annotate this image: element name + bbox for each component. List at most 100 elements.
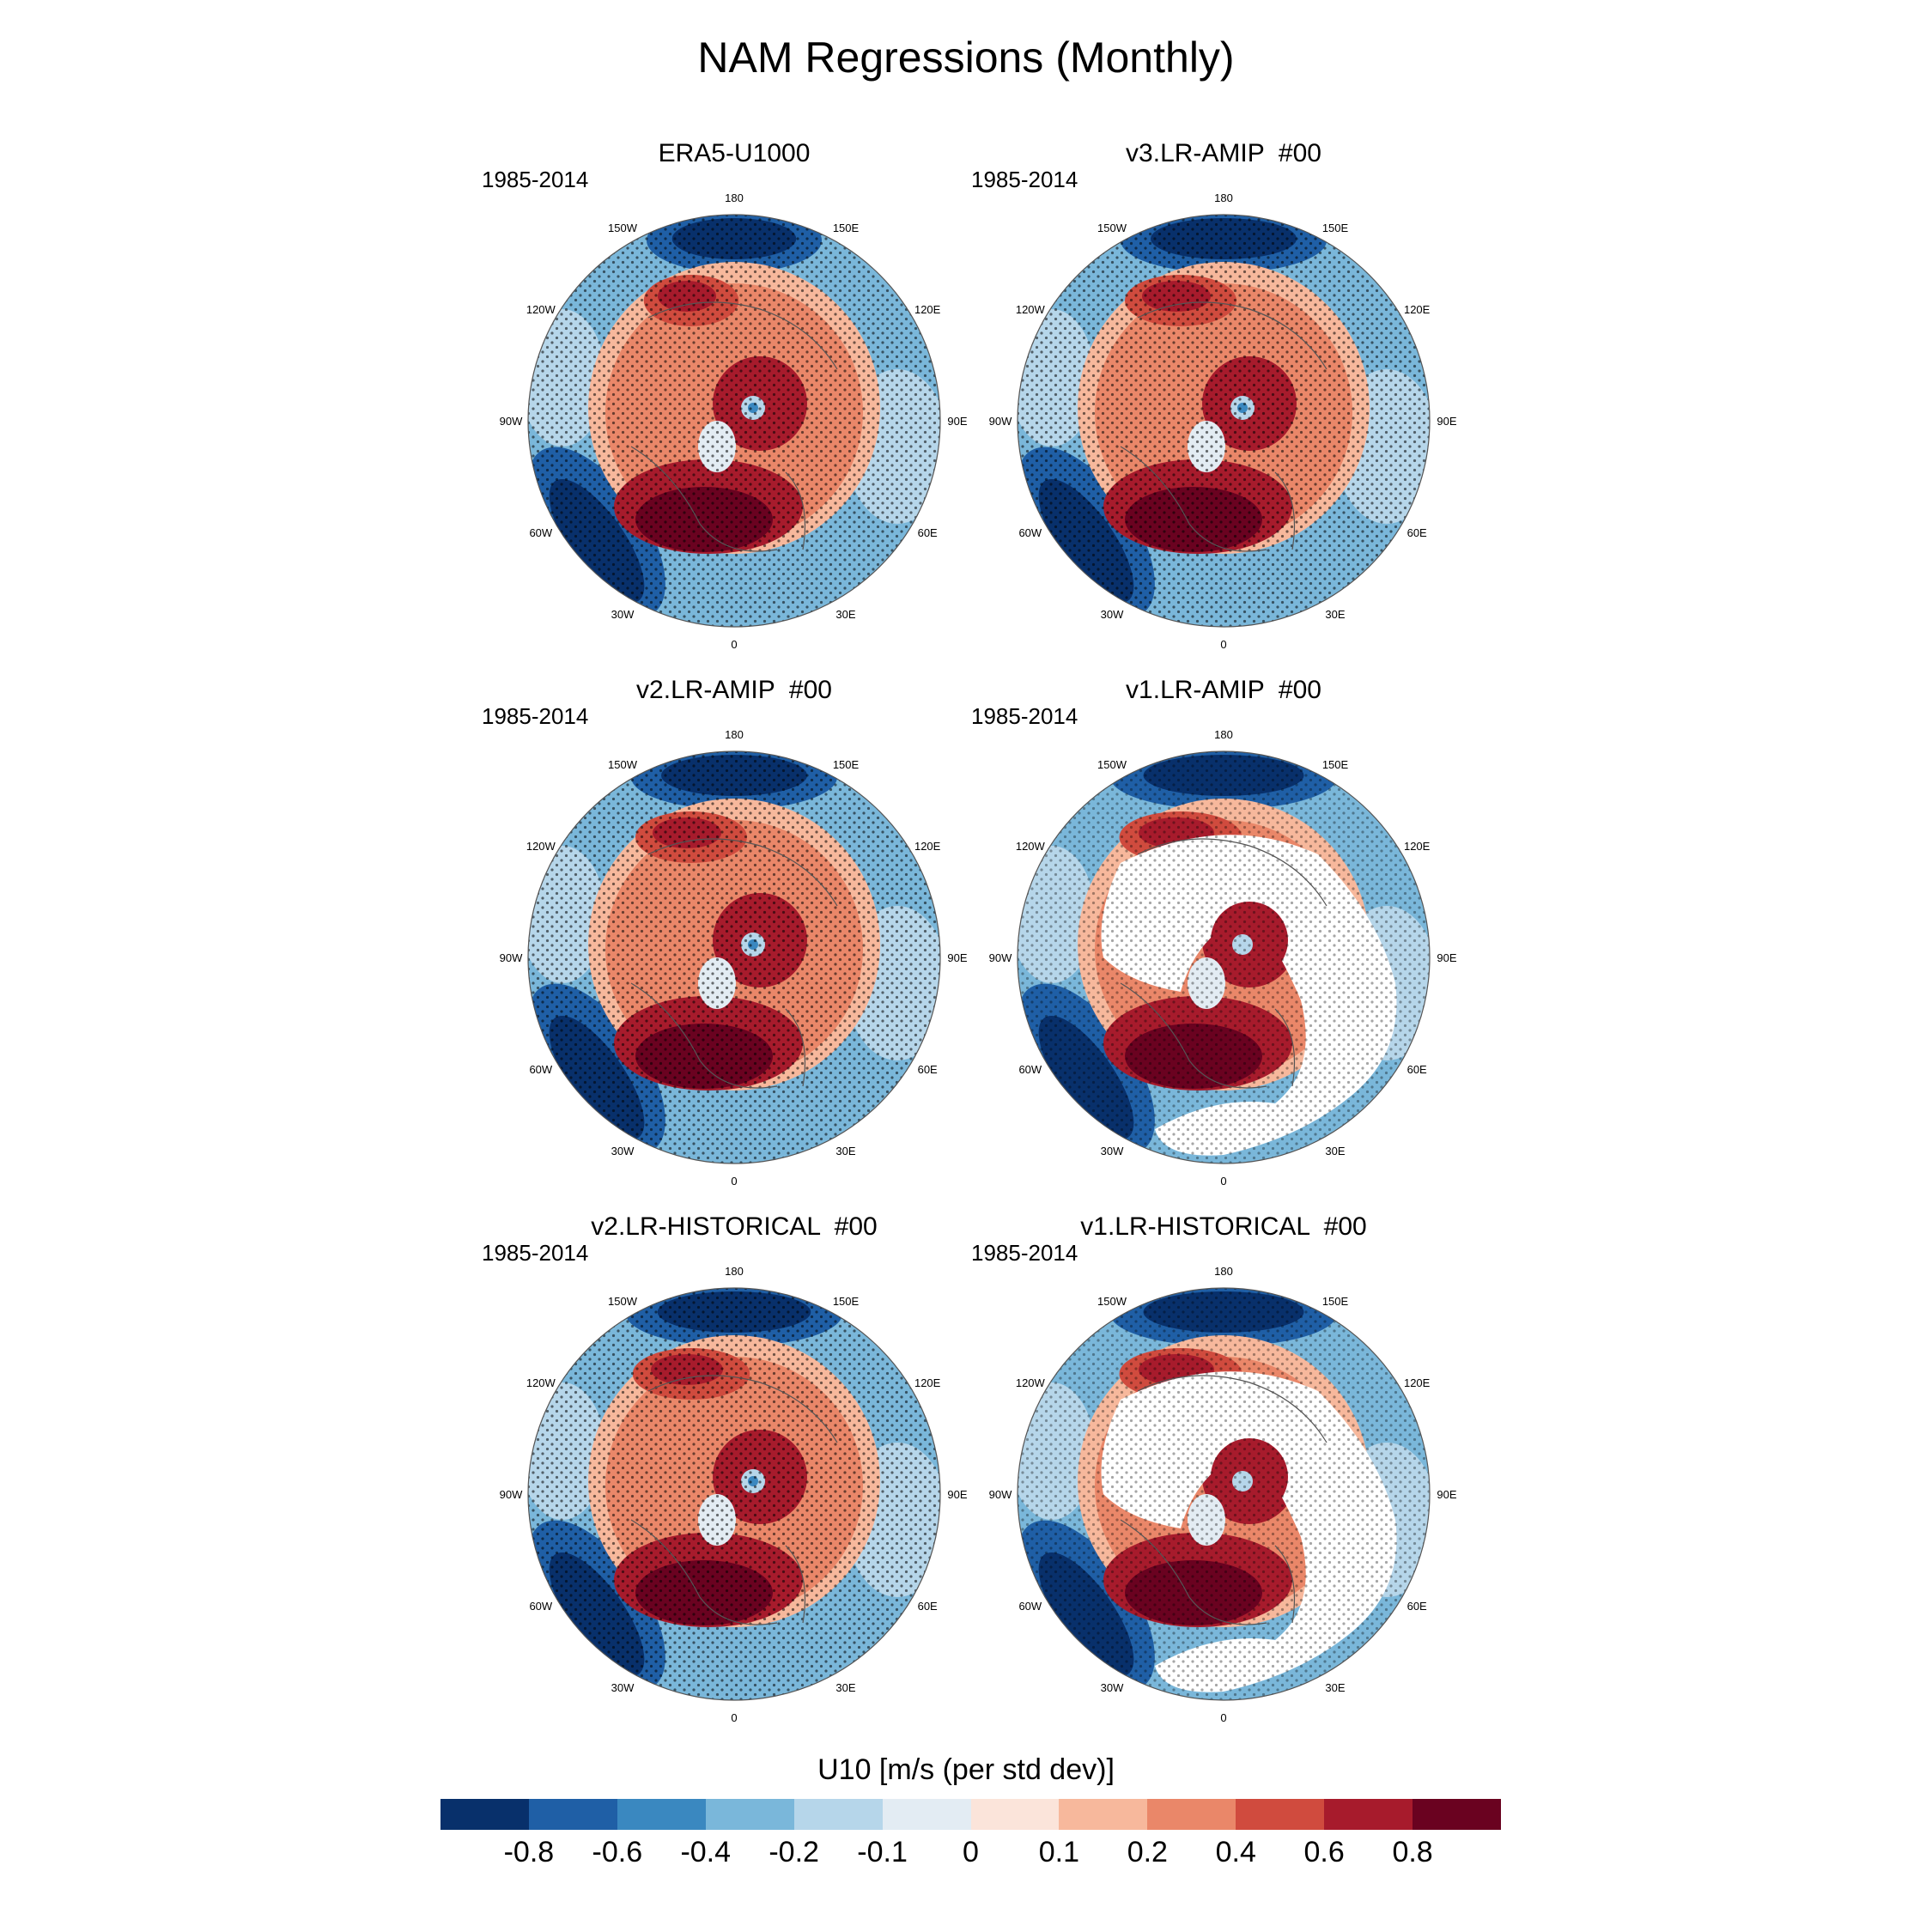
longitude-label: 180 — [725, 191, 744, 204]
longitude-label: 150E — [833, 1295, 860, 1308]
longitude-label: 90W — [500, 415, 523, 428]
map-boundary — [527, 214, 941, 628]
longitude-label: 30E — [1325, 1681, 1345, 1694]
panel-title: v2.LR-AMIP #00 — [636, 676, 832, 704]
longitude-label: 60W — [529, 526, 552, 539]
longitude-label: 120E — [914, 840, 941, 853]
longitude-label: 120E — [914, 303, 941, 316]
polar-map: 0 30E 60E 90E 120E 150E 180 150W 120W 90W 60W 30W — [500, 1265, 968, 1724]
colorbar-swatch — [528, 1799, 617, 1830]
longitude-label: 120W — [1016, 840, 1046, 853]
significance-stippling — [1018, 215, 1430, 627]
longitude-label: 120W — [526, 303, 556, 316]
map-boundary — [1017, 214, 1431, 628]
longitude-label: 90E — [947, 951, 967, 964]
panel-period: 1985-2014 — [971, 703, 1078, 729]
colorbar-swatch — [705, 1799, 794, 1830]
significance-stippling — [528, 1288, 940, 1700]
longitude-label: 90E — [947, 1488, 967, 1501]
colorbar-swatch — [1236, 1799, 1325, 1830]
colorbar-swatch — [1413, 1799, 1502, 1830]
longitude-label: 30W — [1101, 608, 1124, 621]
colorbar-tick-label: 0.1 — [1038, 1836, 1080, 1868]
longitude-label: 120W — [1016, 1376, 1046, 1389]
longitude-label: 90E — [1437, 1488, 1456, 1501]
colorbar-tick-label: -0.1 — [857, 1836, 908, 1868]
panel-title: ERA5-U1000 — [658, 139, 811, 167]
longitude-label: 150W — [1097, 222, 1127, 234]
colorbar-swatch — [1059, 1799, 1148, 1830]
longitude-label: 0 — [731, 1175, 737, 1188]
panel-title: v3.LR-AMIP #00 — [1126, 139, 1321, 167]
longitude-label: 60E — [918, 1063, 938, 1076]
longitude-label: 60W — [1018, 1600, 1042, 1613]
colorbar-tick-label: 0.4 — [1215, 1836, 1256, 1868]
longitude-label: 30W — [1101, 1145, 1124, 1157]
longitude-label: 90W — [989, 1488, 1012, 1501]
panel-period: 1985-2014 — [482, 703, 589, 729]
colorbar-swatch — [793, 1799, 883, 1830]
longitude-label: 60W — [529, 1063, 552, 1076]
map-panel: v2.LR-HISTORICAL #00 1985-2014 0 30E 60E 90E 1… — [482, 1212, 968, 1726]
colorbar-swatch — [1147, 1799, 1236, 1830]
longitude-label: 150W — [608, 222, 638, 234]
colorbar-tick-label: 0.8 — [1392, 1836, 1433, 1868]
colorbar-tick-label: -0.8 — [503, 1836, 555, 1868]
significance-stippling — [1018, 1288, 1430, 1700]
polar-map: 0 30E 60E 90E 120E 150E 180 150W 120W 90W 60W 30W — [989, 191, 1457, 651]
coastlines — [1120, 838, 1327, 1089]
longitude-label: 150E — [833, 758, 860, 771]
longitude-label: 150W — [1097, 758, 1127, 771]
longitude-label: 60E — [918, 526, 938, 539]
map-boundary — [1017, 750, 1431, 1164]
longitude-label: 0 — [1220, 1175, 1226, 1188]
longitude-label: 30E — [1325, 1145, 1345, 1157]
colorbar-swatch — [882, 1799, 971, 1830]
longitude-label: 0 — [1220, 1711, 1226, 1724]
panel-period: 1985-2014 — [482, 167, 589, 192]
polar-map: 0 30E 60E 90E 120E 150E 180 150W 120W 90W 60W 30W — [500, 728, 968, 1188]
longitude-label: 30E — [835, 1681, 855, 1694]
longitude-label: 120W — [526, 840, 556, 853]
panel-period: 1985-2014 — [971, 167, 1078, 192]
coastlines — [1120, 1375, 1327, 1625]
longitude-label: 0 — [731, 1711, 737, 1724]
significance-stippling — [1018, 751, 1430, 1163]
colorbar-swatch — [440, 1799, 529, 1830]
longitude-label: 120E — [914, 1376, 941, 1389]
panel-title: v1.LR-HISTORICAL #00 — [1080, 1212, 1367, 1241]
longitude-label: 150E — [1322, 222, 1349, 234]
longitude-label: 0 — [731, 638, 737, 651]
colorbar-tick-label: -0.2 — [769, 1836, 819, 1868]
panel-title: v1.LR-AMIP #00 — [1126, 676, 1321, 704]
longitude-label: 120E — [1404, 1376, 1431, 1389]
longitude-label: 30E — [1325, 608, 1345, 621]
map-panel: v3.LR-AMIP #00 1985-2014 0 30E 60E 90E 120E 150… — [971, 139, 1457, 653]
colorbar-tick-label: 0.6 — [1303, 1836, 1345, 1868]
longitude-label: 180 — [1214, 728, 1233, 741]
longitude-label: 90W — [989, 415, 1012, 428]
longitude-label: 60E — [918, 1600, 938, 1613]
longitude-label: 90W — [500, 951, 523, 964]
map-panel: ERA5-U1000 1985-2014 0 30E 60E 90E 120E 150E 180… — [482, 139, 968, 653]
longitude-label: 150W — [608, 1295, 638, 1308]
longitude-label: 30W — [1101, 1681, 1124, 1694]
coastlines — [630, 1375, 838, 1625]
polar-map: 0 30E 60E 90E 120E 150E 180 150W 120W 90W 60W 30W — [500, 191, 968, 651]
polar-map: 0 30E 60E 90E 120E 150E 180 150W 120W 90W 60W 30W — [989, 1265, 1457, 1724]
colorbar-tick-label: 0.2 — [1127, 1836, 1168, 1868]
coastlines — [630, 301, 838, 552]
longitude-label: 60E — [1407, 1600, 1427, 1613]
colorbar — [440, 1799, 1502, 1830]
map-boundary — [527, 750, 941, 1164]
map-panel: v2.LR-AMIP #00 1985-2014 0 30E 60E 90E 120E 150… — [482, 676, 968, 1189]
longitude-label: 150W — [1097, 1295, 1127, 1308]
longitude-label: 90E — [947, 415, 967, 428]
longitude-label: 30W — [611, 608, 635, 621]
longitude-label: 60W — [1018, 526, 1042, 539]
colorbar-ticks: -0.8 -0.6 -0.4 -0.2 -0.1 0 0.1 0.2 0.4 0.6 0.8 — [440, 1836, 1501, 1870]
longitude-label: 120E — [1404, 840, 1431, 853]
longitude-label: 90E — [1437, 951, 1456, 964]
longitude-label: 30E — [835, 1145, 855, 1157]
colorbar-swatch — [970, 1799, 1060, 1830]
